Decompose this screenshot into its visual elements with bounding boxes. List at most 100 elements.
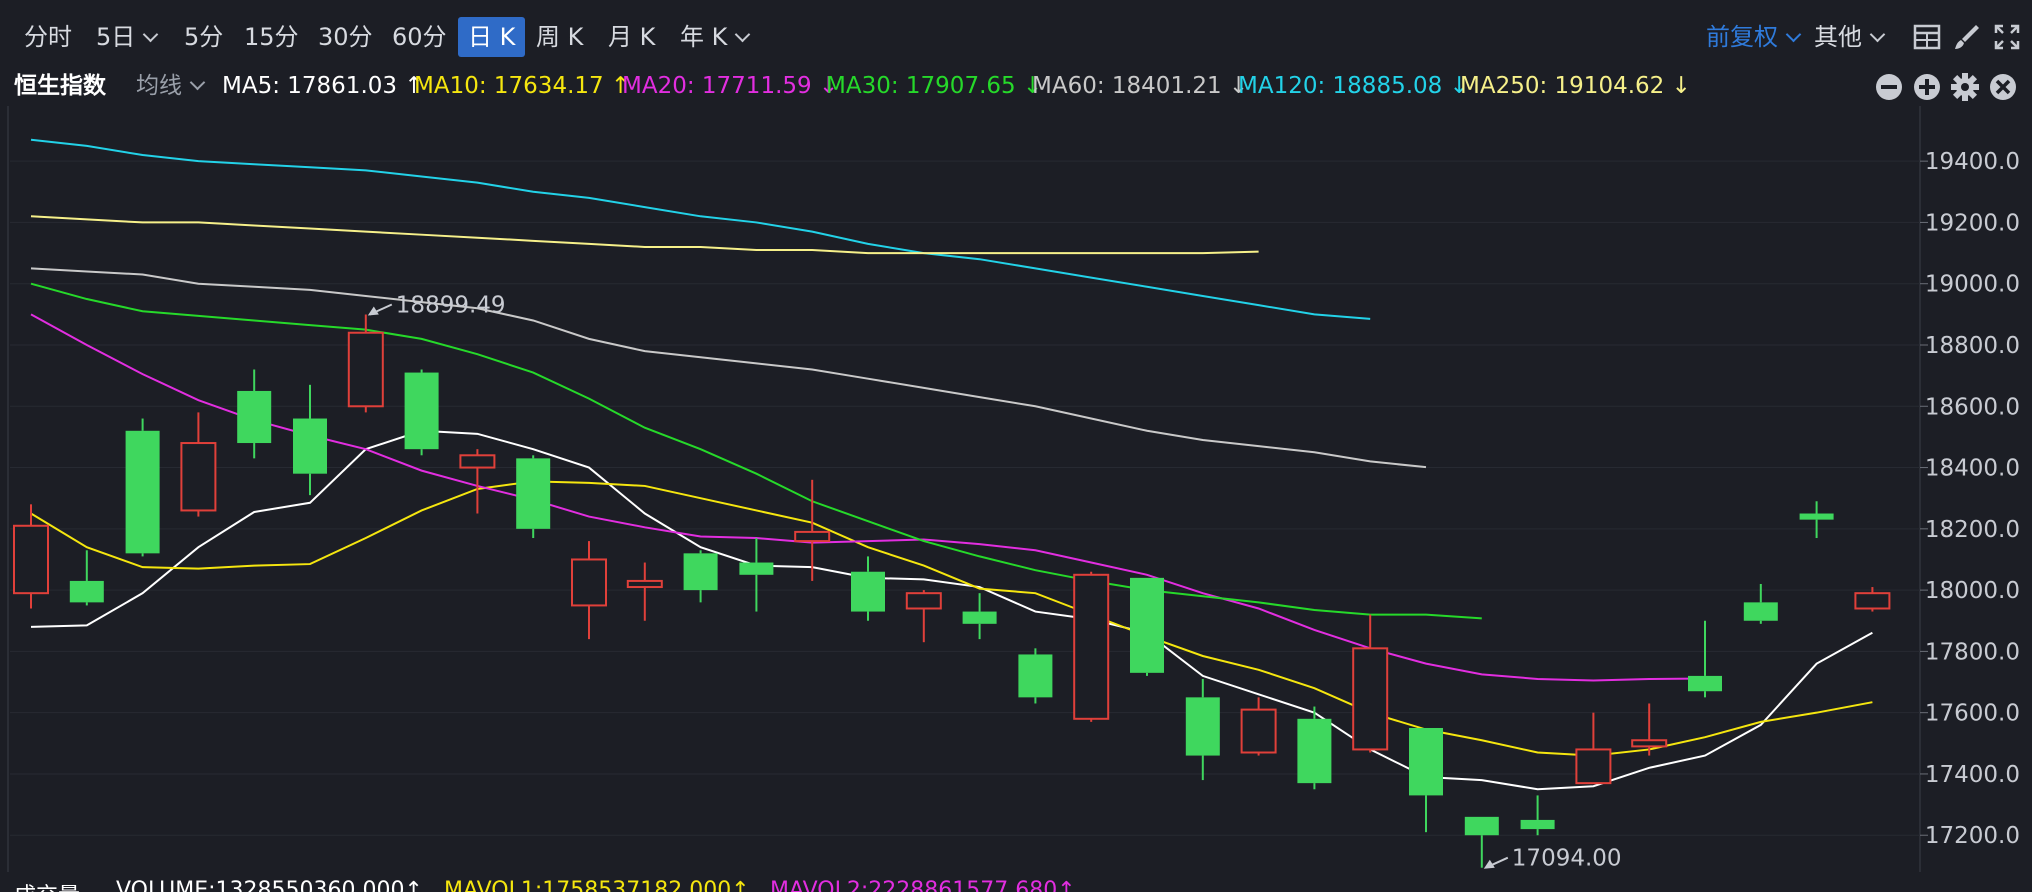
candle-body-down	[1520, 819, 1555, 830]
ma-line-ma60	[30, 267, 1427, 469]
candle-body-down	[237, 390, 272, 444]
candle-body-up	[1854, 592, 1891, 610]
y-tick-label: 18000.0	[1925, 578, 2020, 604]
ma-value-2: MA20: 17711.59 ↓	[622, 73, 839, 99]
candle-body-down	[1297, 718, 1332, 784]
min-arrow-head	[1483, 859, 1495, 869]
period-tab-3[interactable]: 15分	[244, 0, 299, 74]
candle-body-down	[1130, 577, 1164, 673]
y-tick-label: 17600.0	[1925, 701, 2020, 727]
candle-body-up	[13, 524, 49, 595]
candle-body-up	[1631, 739, 1668, 748]
period-tab-label: 日 K	[468, 23, 516, 51]
ma-value-0: MA5: 17861.03 ↑	[222, 73, 424, 99]
candle-body-up	[1073, 573, 1110, 720]
ma-line-ma10	[30, 480, 1873, 757]
candle-body-down	[739, 562, 774, 575]
other-label: 其他	[1814, 23, 1862, 51]
candle-body-down	[125, 430, 160, 554]
period-tab-5[interactable]: 60分	[392, 0, 447, 74]
candle-body-up	[626, 579, 663, 589]
ma-line-ma120	[30, 138, 1371, 320]
ma-line-ma30	[30, 282, 1482, 620]
candle-body-down	[404, 372, 439, 450]
ma-type-label: 均线	[136, 73, 182, 99]
period-tab-label: 5日	[96, 23, 136, 51]
y-tick-label: 17800.0	[1925, 639, 2020, 665]
chart-background	[0, 106, 2032, 872]
ma-legend: 恒生指数 均线 MA5: 17861.03 ↑ MA10: 17634.17 ↑ M…	[0, 66, 2032, 106]
y-tick-label: 19200.0	[1925, 210, 2020, 236]
volume-legend-item-1: VOLUME:1328550360.000↑	[116, 878, 423, 892]
period-tab-label: 月 K	[608, 23, 656, 51]
candle-body-down	[1743, 602, 1778, 621]
y-tick-label: 18600.0	[1925, 394, 2020, 420]
y-tick-label: 19400.0	[1925, 149, 2020, 175]
period-tab-label: 30分	[318, 23, 373, 51]
candle-body-up	[794, 530, 831, 543]
y-tick-label: 18400.0	[1925, 456, 2020, 482]
candle-body-up	[459, 454, 496, 469]
expand-icon[interactable]	[1992, 22, 2022, 52]
candle-body-up	[347, 331, 384, 408]
close-circle-icon[interactable]	[1988, 72, 2018, 102]
period-tab-2[interactable]: 5分	[184, 0, 223, 74]
candle-body-up	[1575, 748, 1612, 785]
y-tick-label: 19000.0	[1925, 272, 2020, 298]
period-tab-0[interactable]: 分时	[24, 0, 72, 74]
y-tick-label: 18800.0	[1925, 333, 2020, 359]
chevron-down-icon	[189, 74, 206, 91]
period-toolbar: 分时 5日 5分 15分 30分 60分日 K 周 K 月 K 年 K 前复权 其他	[0, 0, 2032, 75]
candle-body-down	[851, 571, 885, 612]
ma-type-dropdown[interactable]: 均线	[136, 66, 206, 106]
y-tick-label: 18200.0	[1925, 517, 2020, 543]
grid-layout-icon[interactable]	[1912, 22, 1942, 52]
ma-line-ma5	[30, 429, 1873, 791]
adjust-label: 前复权	[1706, 23, 1778, 51]
volume-legend-item-3: MAVOL2:2228861577.680↑	[770, 878, 1076, 892]
gear-icon[interactable]	[1950, 72, 1980, 102]
candle-body-down	[293, 418, 327, 474]
candle-body-down	[683, 553, 718, 591]
candle-body-up	[905, 592, 942, 610]
period-tab-label: 15分	[244, 23, 299, 51]
candle-body-down	[962, 611, 997, 624]
candlestick-chart[interactable]: 17200.0 17400.0 17600.0 17800.0 18000.0 18200…	[0, 106, 2032, 872]
period-tab-label: 分时	[24, 23, 72, 51]
max-price-label: 18899.49	[396, 293, 506, 319]
min-price-label: 17094.00	[1512, 846, 1622, 872]
adjust-dropdown[interactable]: 前复权	[1706, 0, 1802, 74]
chevron-down-icon	[1869, 26, 1886, 43]
candle-body-down	[1464, 816, 1499, 836]
ma-value-3: MA30: 17907.65 ↓	[826, 73, 1043, 99]
y-tick-label: 17200.0	[1925, 823, 2020, 849]
plus-circle-icon[interactable]	[1912, 72, 1942, 102]
candle-body-down	[1018, 654, 1053, 698]
candle-body-down	[1688, 675, 1722, 692]
period-tab-7[interactable]: 周 K	[536, 0, 583, 74]
candle-body-up	[180, 442, 217, 512]
candle-body-down	[1185, 697, 1220, 756]
volume-legend-item-0: 成交量	[14, 878, 80, 892]
ma-value-5: MA120: 18885.08 ↓	[1238, 73, 1469, 99]
candle-body-down	[1409, 727, 1443, 796]
max-arrow-head	[367, 306, 379, 316]
other-dropdown[interactable]: 其他	[1814, 0, 1886, 74]
chevron-down-icon	[735, 26, 751, 43]
period-tab-label: 年 K	[680, 23, 728, 51]
period-tab-4[interactable]: 30分	[318, 0, 373, 74]
period-tab-label: 60分	[392, 23, 447, 51]
period-tab-1[interactable]: 5日	[96, 0, 159, 74]
period-tab-9[interactable]: 年 K	[680, 0, 751, 74]
y-tick-label: 17400.0	[1925, 762, 2020, 788]
volume-legend: 成交量 VOLUME:1328550360.000↑ MAVOL1:17585371…	[0, 872, 2032, 892]
period-tab-6[interactable]: 日 K	[458, 17, 526, 57]
period-tab-8[interactable]: 月 K	[608, 0, 655, 74]
candle-body-down	[516, 458, 551, 529]
ma-line-ma250	[30, 215, 1259, 255]
volume-legend-item-2: MAVOL1:1758537182.000↑	[444, 878, 750, 892]
period-tab-label: 周 K	[536, 23, 584, 51]
brush-icon[interactable]	[1952, 22, 1982, 52]
minus-circle-icon[interactable]	[1874, 72, 1904, 102]
candle-body-up	[1352, 647, 1389, 751]
